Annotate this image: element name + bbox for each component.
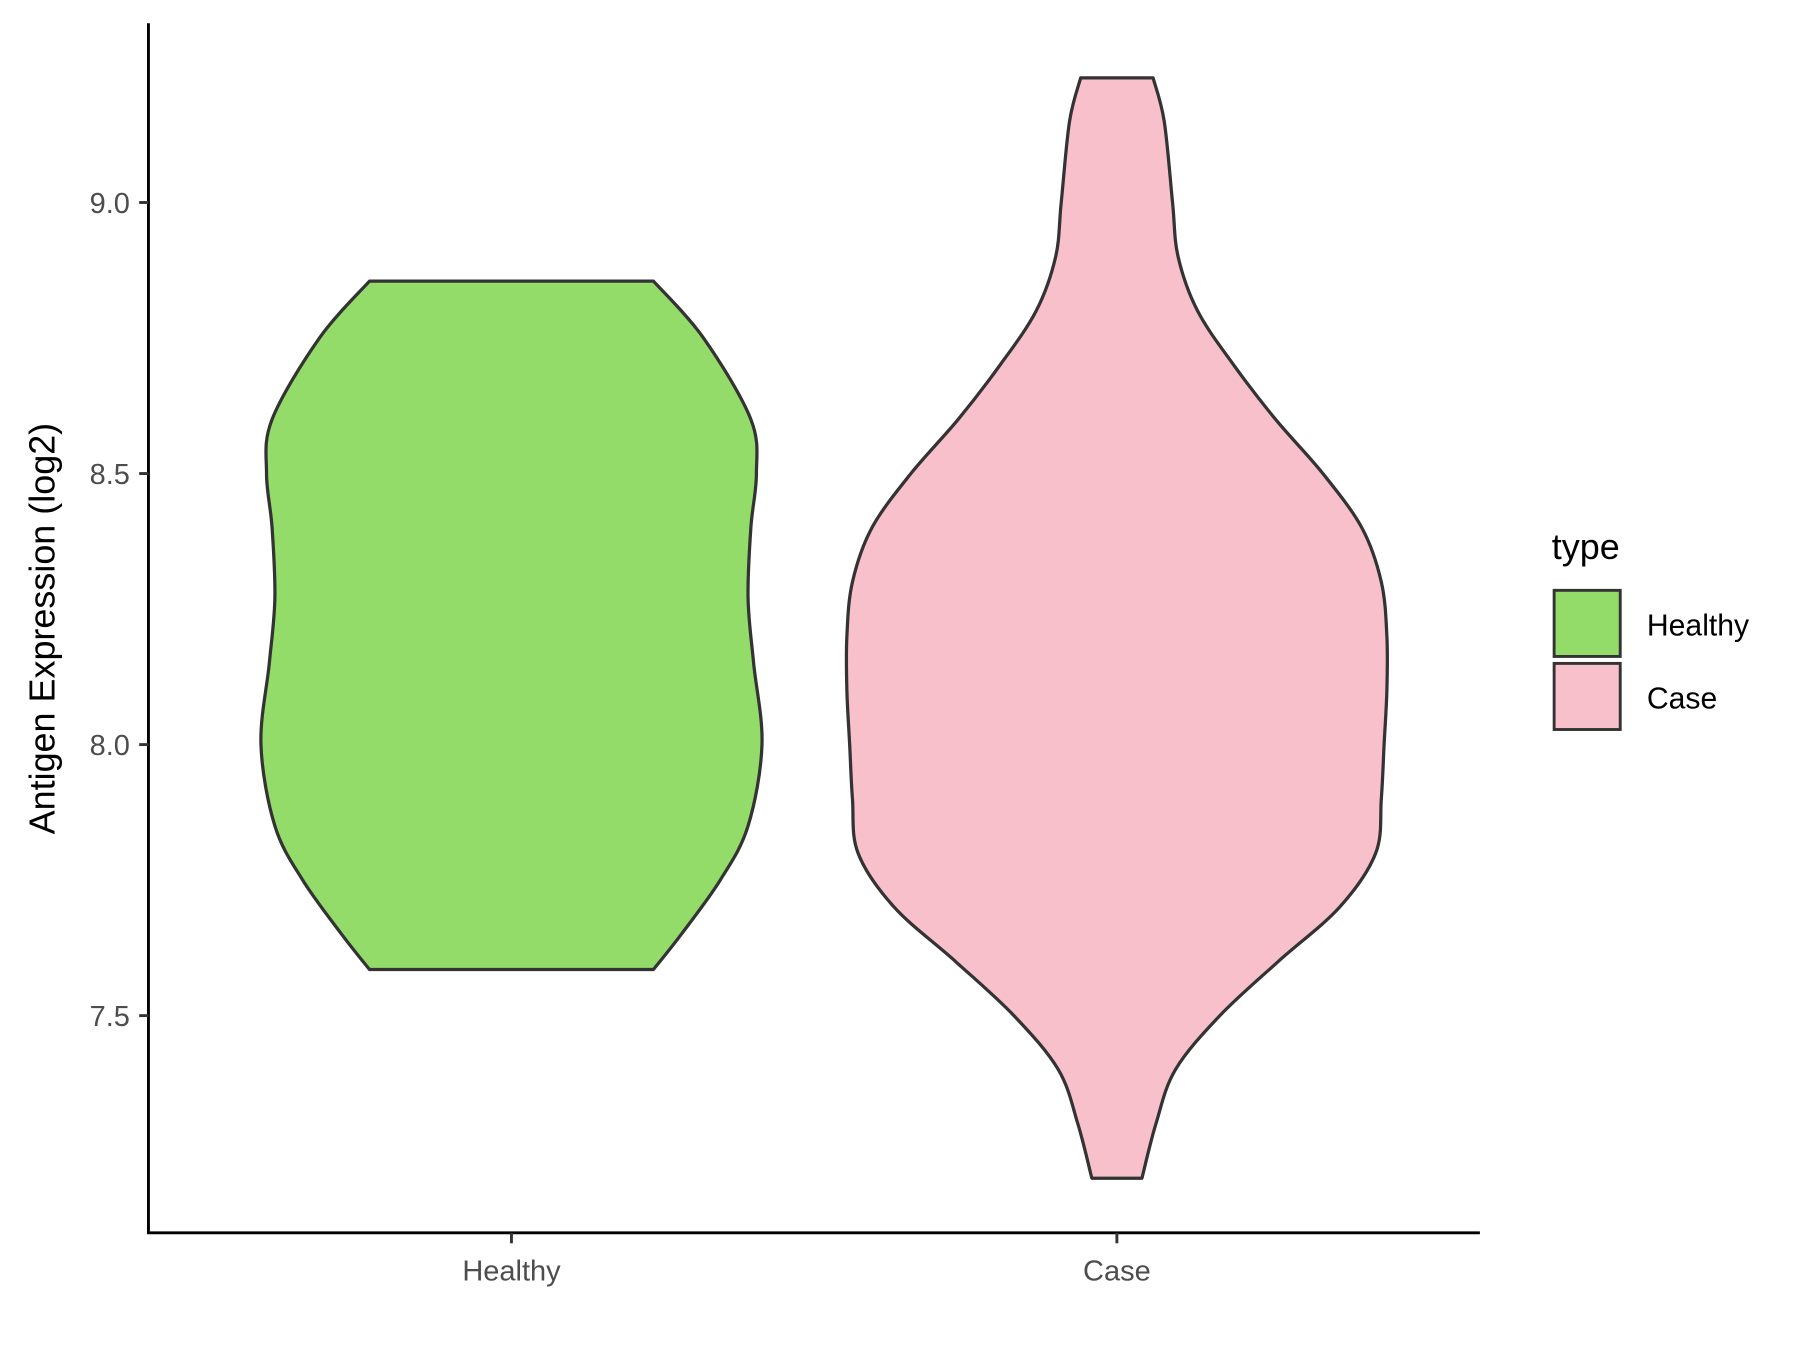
x-tick-label: Case <box>1083 1255 1151 1287</box>
violin-case <box>844 76 1390 1180</box>
y-axis-title: Antigen Expression (log2) <box>22 423 63 835</box>
violin-healthy <box>259 279 764 972</box>
x-tick-label: Healthy <box>462 1255 561 1287</box>
y-tick-label: 7.5 <box>90 1001 130 1033</box>
violins <box>259 76 1390 1180</box>
legend: type Healthy Case <box>1552 526 1750 731</box>
y-tick-label: 8.5 <box>90 459 130 491</box>
legend-key-case <box>1552 661 1622 731</box>
legend-key-healthy <box>1552 588 1622 658</box>
y-tick-label: 9.0 <box>90 188 130 220</box>
x-ticks: Healthy Case <box>462 1232 1151 1287</box>
legend-title: type <box>1552 526 1620 567</box>
legend-label-healthy: Healthy <box>1647 610 1750 643</box>
y-ticks: 7.5 8.0 8.5 9.0 <box>90 188 149 1033</box>
y-tick-label: 8.0 <box>90 730 130 762</box>
legend-label-case: Case <box>1647 683 1717 716</box>
